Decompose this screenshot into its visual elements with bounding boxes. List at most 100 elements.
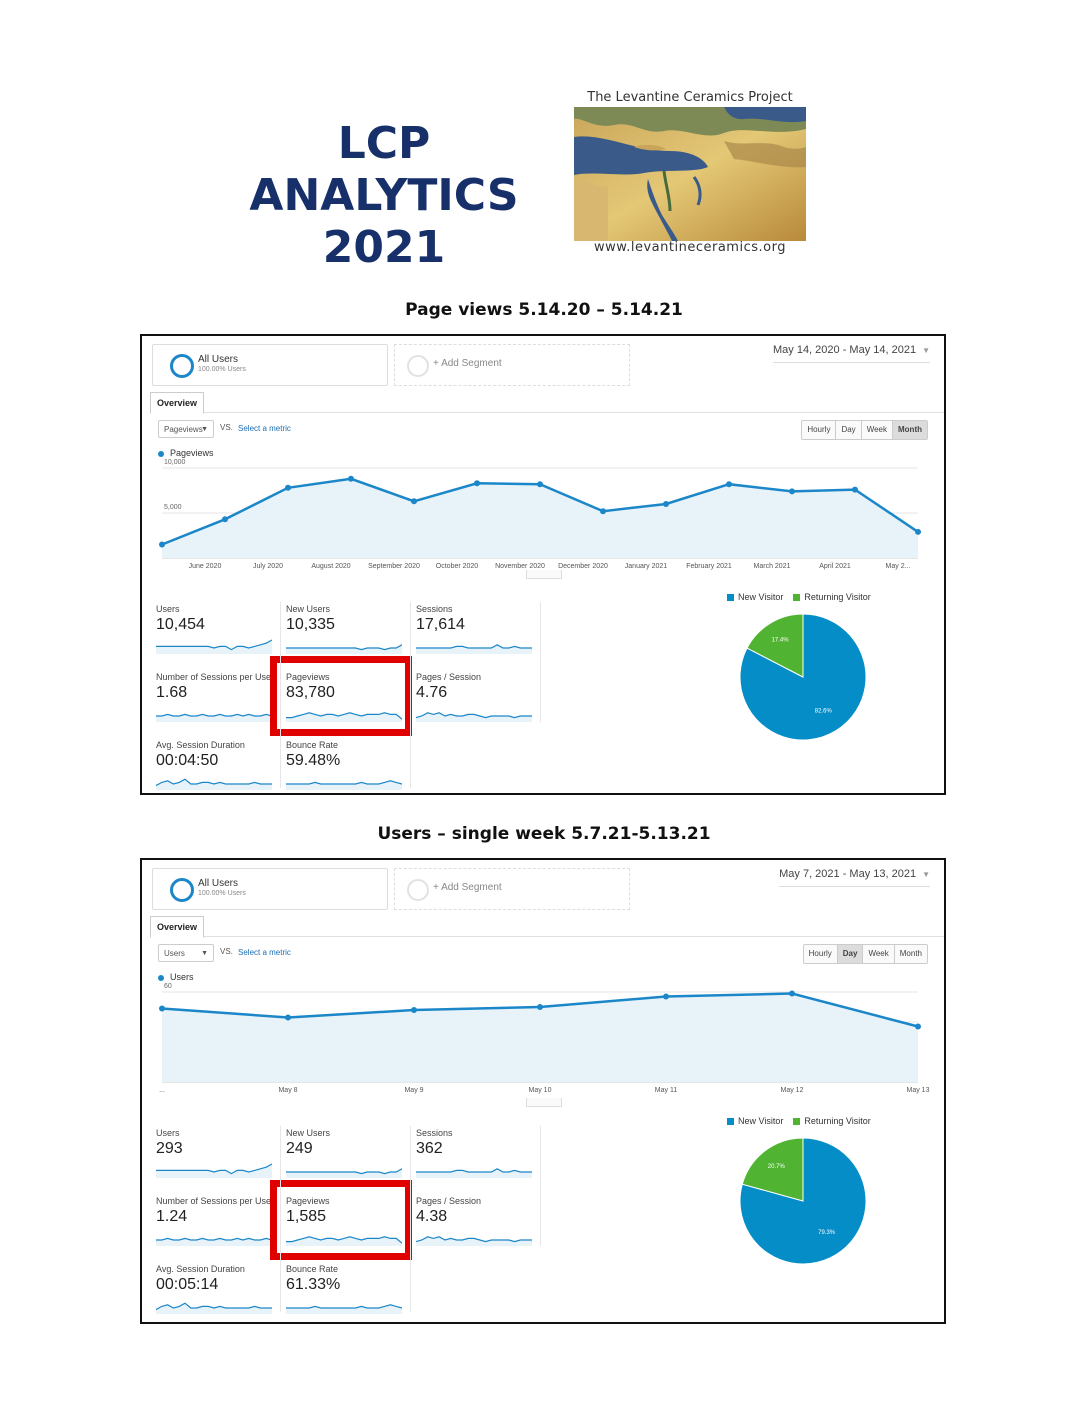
add-segment-button[interactable]: + Add Segment bbox=[394, 344, 630, 386]
data-point[interactable] bbox=[789, 488, 795, 495]
metric-tile[interactable]: Number of Sessions per User 1.24 bbox=[156, 1196, 276, 1256]
metric-select[interactable]: Users ▼ bbox=[158, 944, 214, 962]
data-point[interactable] bbox=[789, 990, 795, 997]
metric-tile-label: Number of Sessions per User bbox=[156, 1196, 275, 1206]
data-point[interactable] bbox=[222, 516, 228, 523]
date-range-picker[interactable]: May 7, 2021 - May 13, 2021 ▼ bbox=[779, 868, 930, 887]
pie-slice[interactable] bbox=[741, 1137, 804, 1202]
metric-tile-label: Avg. Session Duration bbox=[156, 1264, 245, 1274]
metric-tile-label: Bounce Rate bbox=[286, 740, 339, 750]
date-range-picker[interactable]: May 14, 2020 - May 14, 2021 ▼ bbox=[772, 344, 930, 363]
pie-slice[interactable] bbox=[746, 613, 804, 678]
metric-sparkline bbox=[416, 1168, 532, 1178]
metric-tile-label: Pageviews bbox=[286, 672, 330, 682]
pie-legend-item[interactable]: New Visitor bbox=[727, 1116, 783, 1126]
data-point[interactable] bbox=[285, 1014, 291, 1021]
granularity-week[interactable]: Week bbox=[860, 421, 892, 439]
title-line-2: ANALYTICS bbox=[249, 170, 519, 221]
metric-tile[interactable]: Pageviews 83,780 bbox=[286, 672, 406, 732]
metric-tile[interactable]: New Users 10,335 bbox=[286, 604, 406, 664]
metric-sparkline bbox=[286, 1304, 402, 1314]
metric-tile[interactable]: Pageviews 1,585 bbox=[286, 1196, 406, 1256]
data-point[interactable] bbox=[726, 481, 732, 488]
metric-tile[interactable]: Avg. Session Duration 00:04:50 bbox=[156, 740, 276, 800]
metric-tile[interactable]: Users 293 bbox=[156, 1128, 276, 1188]
vs-label: VS. bbox=[220, 947, 233, 956]
chart-scroll-handle[interactable] bbox=[526, 570, 562, 579]
chevron-down-icon: ▼ bbox=[201, 950, 208, 957]
data-point[interactable] bbox=[915, 1023, 921, 1030]
metric-tile[interactable]: Pages / Session 4.76 bbox=[416, 672, 536, 732]
data-point[interactable] bbox=[537, 481, 543, 488]
y-tick-label: 60 bbox=[164, 983, 172, 990]
metric-tile-value: 1.68 bbox=[156, 684, 188, 701]
granularity-day[interactable]: Day bbox=[835, 421, 861, 439]
x-tick-label: May 12 bbox=[781, 1087, 804, 1094]
data-point[interactable] bbox=[285, 484, 291, 491]
data-point[interactable] bbox=[915, 528, 921, 535]
metric-sparkline bbox=[416, 1236, 532, 1246]
add-segment-button[interactable]: + Add Segment bbox=[394, 868, 630, 910]
metric-tile[interactable]: Pages / Session 4.38 bbox=[416, 1196, 536, 1256]
metric-tile[interactable]: Sessions 17,614 bbox=[416, 604, 536, 664]
metric-tile[interactable]: Bounce Rate 61.33% bbox=[286, 1264, 406, 1324]
metric-tile[interactable]: Avg. Session Duration 00:05:14 bbox=[156, 1264, 276, 1324]
legend-swatch-icon bbox=[727, 1118, 734, 1126]
metric-tile[interactable]: Bounce Rate 59.48% bbox=[286, 740, 406, 800]
metric-tile-label: Number of Sessions per User bbox=[156, 672, 275, 682]
metric-select[interactable]: Pageviews ▼ bbox=[158, 420, 214, 438]
data-point[interactable] bbox=[537, 1004, 543, 1010]
metric-sparkline bbox=[286, 780, 402, 790]
data-point[interactable] bbox=[159, 541, 165, 548]
data-point[interactable] bbox=[474, 480, 480, 487]
data-point[interactable] bbox=[348, 475, 354, 482]
segment-all-users[interactable]: All Users 100.00% Users bbox=[152, 868, 388, 910]
metric-sparkline bbox=[416, 644, 532, 654]
legend-label: Users bbox=[170, 972, 194, 982]
pie-legend-item[interactable]: Returning Visitor bbox=[793, 592, 871, 602]
metric-tile-value: 83,780 bbox=[286, 684, 335, 701]
granularity-day[interactable]: Day bbox=[836, 945, 863, 963]
granularity-hourly[interactable]: Hourly bbox=[803, 945, 837, 963]
pie-legend-item[interactable]: New Visitor bbox=[727, 592, 783, 602]
granularity-month[interactable]: Month bbox=[892, 421, 927, 439]
tab-overview[interactable]: Overview bbox=[150, 916, 205, 938]
tab-overview[interactable]: Overview bbox=[150, 392, 205, 414]
granularity-hourly[interactable]: Hourly bbox=[802, 421, 836, 439]
pie-legend-item[interactable]: Returning Visitor bbox=[793, 1116, 871, 1126]
granularity-month[interactable]: Month bbox=[893, 945, 927, 963]
data-point[interactable] bbox=[159, 1005, 165, 1012]
metric-tile-label: Users bbox=[156, 1128, 180, 1138]
segment-all-users[interactable]: All Users 100.00% Users bbox=[152, 344, 388, 386]
report-title: LCP ANALYTICS 2021 bbox=[236, 118, 532, 274]
data-point[interactable] bbox=[852, 486, 858, 493]
granularity-week[interactable]: Week bbox=[862, 945, 894, 963]
metric-tile[interactable]: Sessions 362 bbox=[416, 1128, 536, 1188]
pie-slice-label: 82.6% bbox=[815, 708, 833, 714]
metric-tile-label: Avg. Session Duration bbox=[156, 740, 245, 750]
data-point[interactable] bbox=[411, 1007, 417, 1013]
metric-sparkline bbox=[156, 639, 272, 654]
select-metric-link[interactable]: Select a metric bbox=[238, 424, 291, 433]
data-point[interactable] bbox=[411, 498, 417, 505]
date-range-text: May 7, 2021 - May 13, 2021 bbox=[779, 868, 917, 880]
metric-select-value: Users bbox=[164, 949, 185, 958]
metric-tile-value: 4.38 bbox=[416, 1208, 448, 1225]
metric-tile[interactable]: New Users 249 bbox=[286, 1128, 406, 1188]
data-point[interactable] bbox=[663, 501, 669, 507]
x-tick-label: May 8 bbox=[278, 1087, 297, 1094]
analytics-panel-pageviews: All Users 100.00% Users + Add Segment Ma… bbox=[140, 334, 946, 795]
metric-tile[interactable]: Users 10,454 bbox=[156, 604, 276, 664]
x-tick-label: July 2020 bbox=[253, 563, 283, 570]
data-point[interactable] bbox=[600, 508, 606, 515]
series-area bbox=[162, 993, 918, 1082]
metric-tile-label: Sessions bbox=[416, 604, 453, 614]
metric-tile[interactable]: Number of Sessions per User 1.68 bbox=[156, 672, 276, 732]
x-tick-label: March 2021 bbox=[754, 563, 791, 570]
chart-scroll-handle[interactable] bbox=[526, 1098, 562, 1107]
data-point[interactable] bbox=[663, 993, 669, 1000]
metric-tile-value: 61.33% bbox=[286, 1276, 341, 1293]
logo-caption-top: The Levantine Ceramics Project bbox=[587, 90, 793, 105]
select-metric-link[interactable]: Select a metric bbox=[238, 948, 291, 957]
